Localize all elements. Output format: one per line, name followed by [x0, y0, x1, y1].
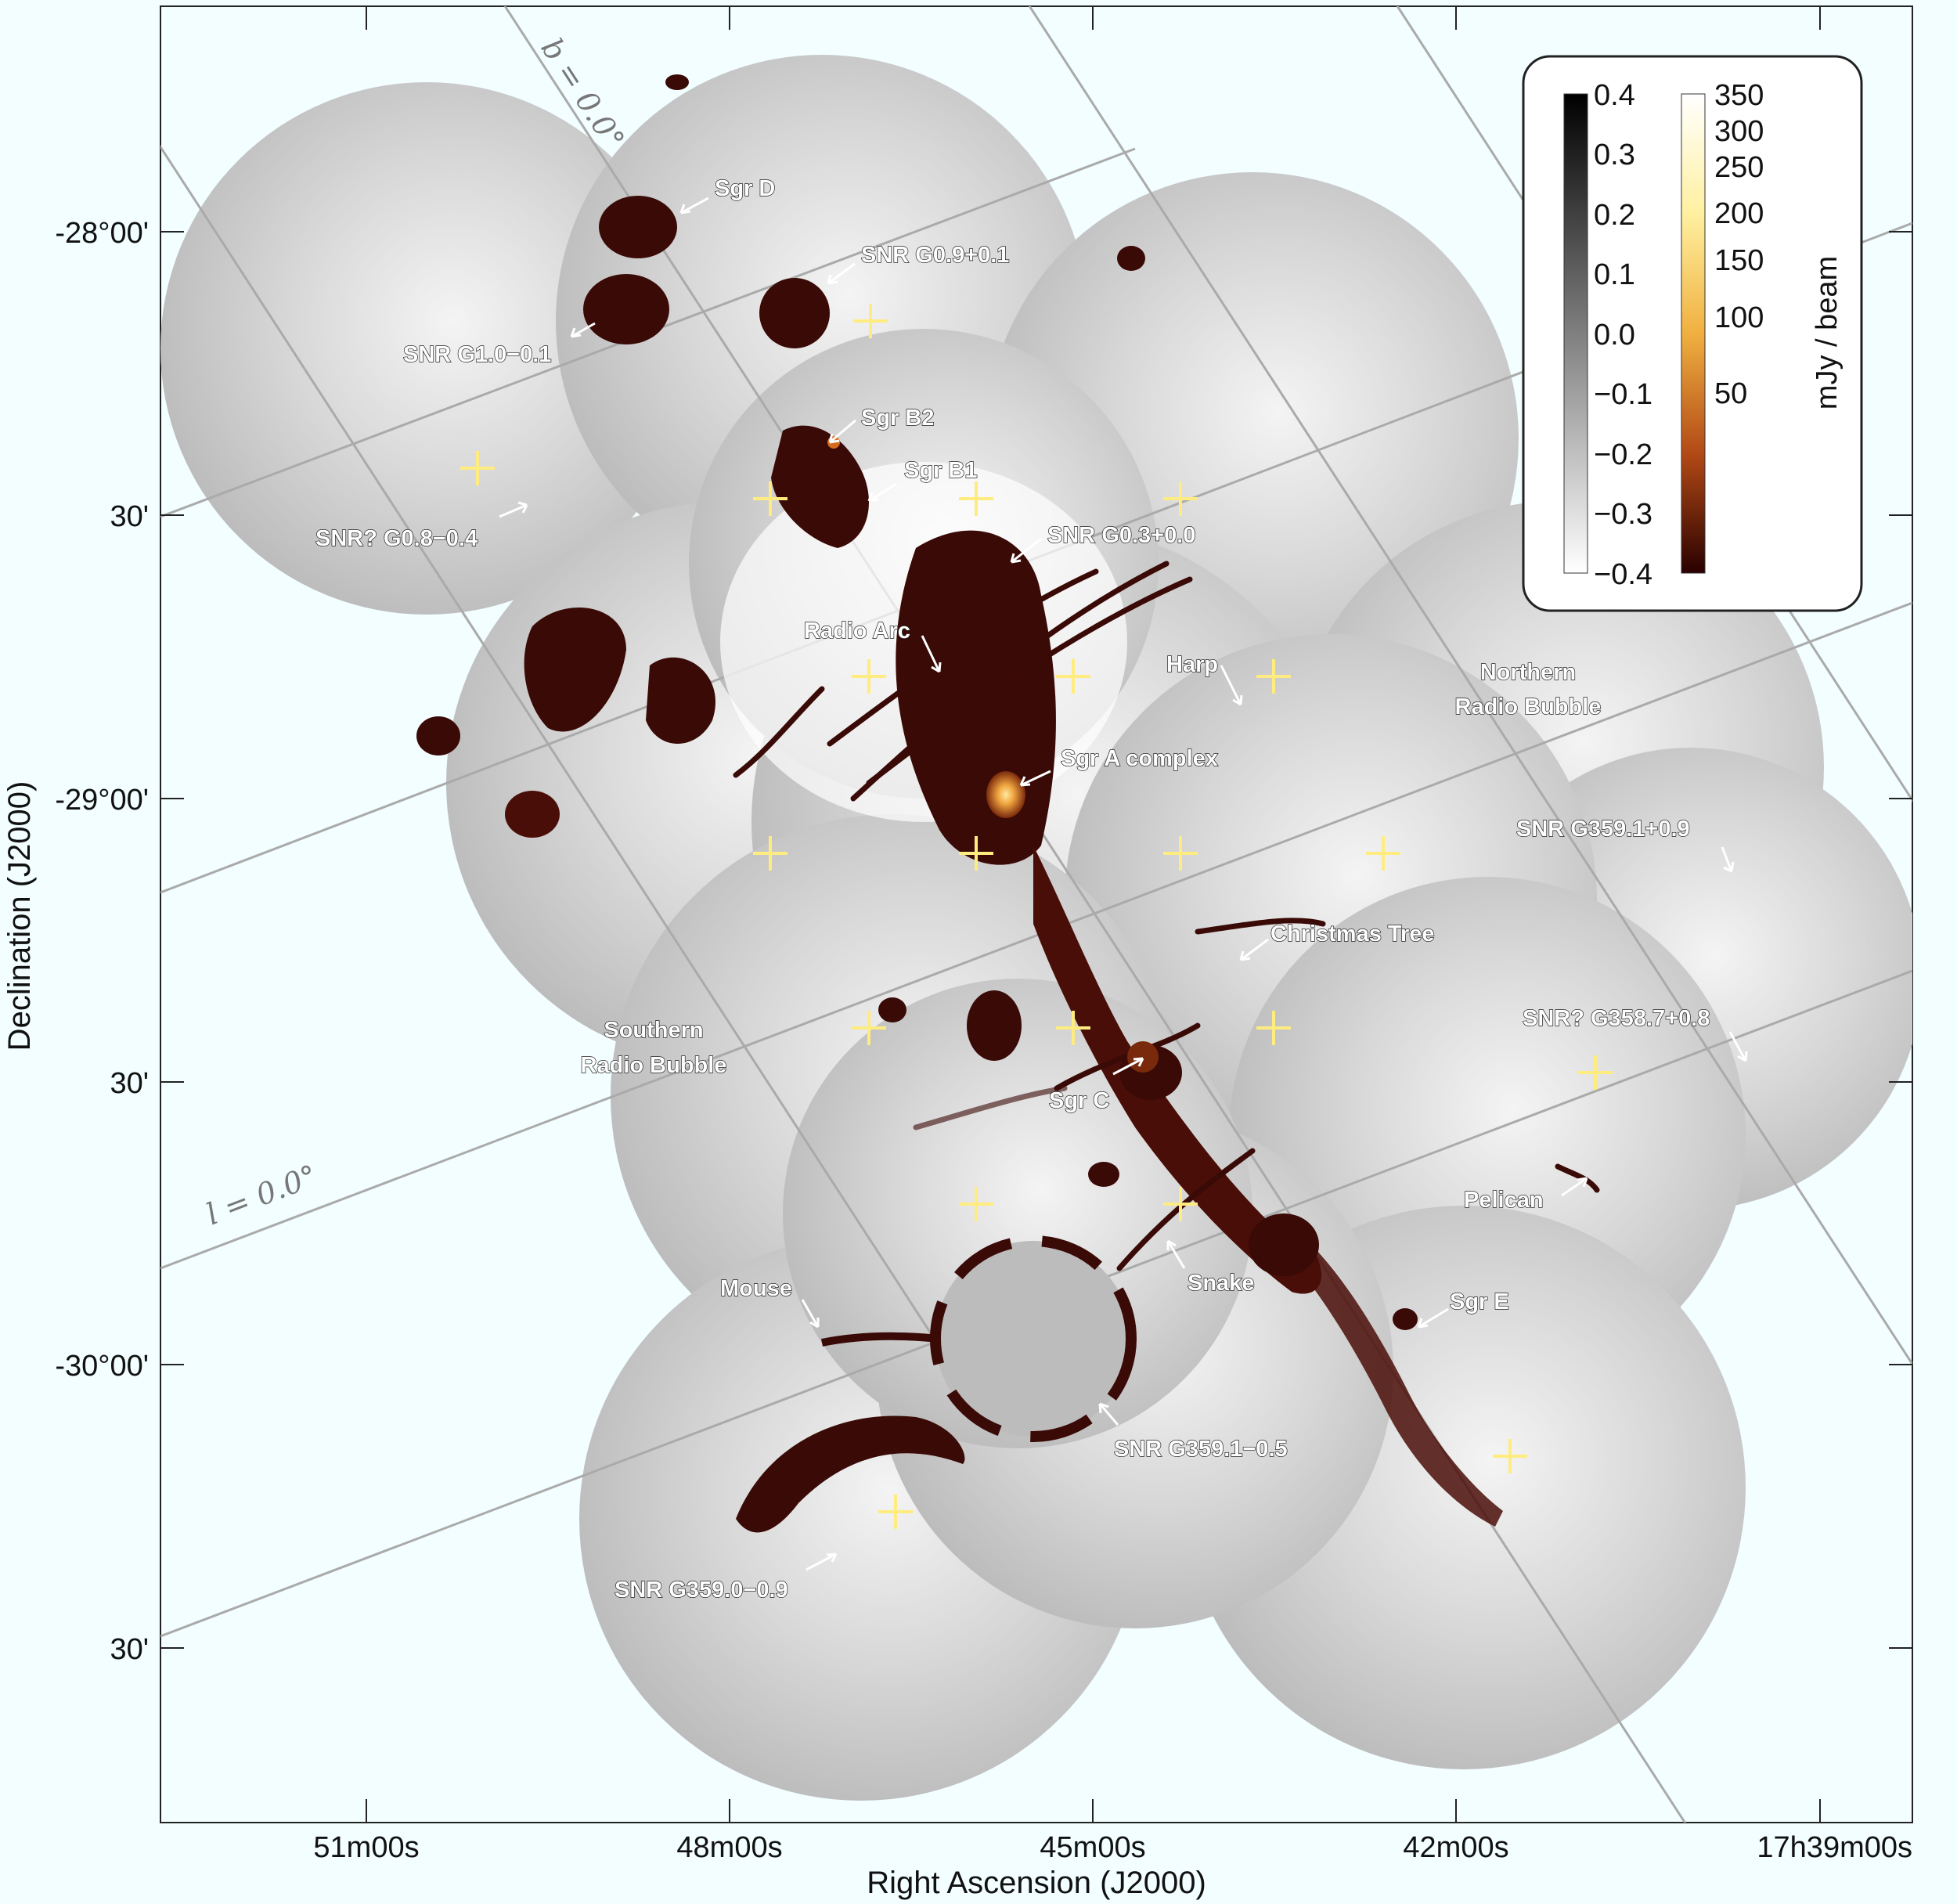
- marker: [1578, 1055, 1613, 1090]
- marker: [959, 1187, 993, 1221]
- label-snr-g359-1p: SNR G359.1+0.9: [1516, 817, 1690, 842]
- label-sgr-e: Sgr E: [1450, 1289, 1509, 1314]
- marker: [753, 836, 787, 871]
- annotation-labels: Sgr D SNR G0.9+0.1 SNR G1.0−0.1 Sgr B2 S…: [315, 175, 1710, 1603]
- marker: [959, 481, 993, 516]
- y-tick-label: -29°00': [55, 784, 149, 817]
- color-label: 50: [1714, 377, 1747, 410]
- marker: [1056, 1011, 1090, 1045]
- marker: [1163, 1187, 1198, 1221]
- y-tick-label: 30': [110, 500, 149, 533]
- gray-label: −0.1: [1594, 378, 1652, 411]
- colorbar-legend: 0.4 0.3 0.2 0.1 0.0 −0.1 −0.2 −0.3 −0.4 …: [1522, 55, 1863, 612]
- y-axis-title: Declination (J2000): [2, 781, 37, 1051]
- label-northern-1: Northern: [1480, 660, 1576, 685]
- label-snr-g0-8: SNR? G0.8−0.4: [315, 526, 478, 551]
- color-colorbar: [1681, 93, 1706, 574]
- pointing-markers: [460, 304, 1613, 1529]
- label-snake: Snake: [1188, 1271, 1254, 1296]
- label-southern-1: Southern: [604, 1018, 703, 1043]
- colorbar-unit: mJy / beam: [1811, 256, 1843, 409]
- label-snr-g358-7: SNR? G358.7+0.8: [1523, 1006, 1710, 1031]
- label-northern-2: Radio Bubble: [1455, 694, 1602, 719]
- marker: [1366, 836, 1400, 871]
- color-scale-labels: 350 300 250 200 150 100 50: [1714, 79, 1764, 410]
- gray-label: 0.3: [1594, 139, 1635, 171]
- label-sgr-b1: Sgr B1: [904, 458, 977, 483]
- marker: [853, 304, 888, 338]
- y-tick-label: 30': [110, 1633, 149, 1666]
- y-tick-label: 30': [110, 1067, 149, 1100]
- emission-features: [416, 74, 1600, 1533]
- label-snr-g1-0: SNR G1.0−0.1: [403, 342, 551, 367]
- x-axis-title: Right Ascension (J2000): [867, 1866, 1206, 1900]
- label-snr-g359-0: SNR G359.0−0.9: [614, 1578, 788, 1603]
- label-christmas-tree: Christmas Tree: [1270, 921, 1435, 947]
- axis-ticks: [160, 6, 1912, 1823]
- gray-label: −0.4: [1594, 558, 1652, 591]
- gray-label: 0.4: [1594, 79, 1635, 112]
- x-tick-label: 48m00s: [676, 1831, 782, 1864]
- gray-label: −0.3: [1594, 498, 1652, 531]
- marker: [852, 659, 886, 694]
- label-sgr-c: Sgr C: [1049, 1088, 1109, 1113]
- label-sgr-a: Sgr A complex: [1061, 746, 1218, 771]
- gray-label: −0.2: [1594, 438, 1652, 471]
- x-tick-label: 42m00s: [1403, 1831, 1508, 1864]
- x-tick-labels: 51m00s 48m00s 45m00s 42m00s 17h39m00s: [313, 1831, 1912, 1864]
- gray-label: 0.0: [1594, 319, 1635, 352]
- color-label: 300: [1714, 115, 1764, 148]
- marker: [1163, 836, 1198, 871]
- y-tick-labels: -28°00' 30' -29°00' 30' -30°00' 30': [55, 217, 149, 1666]
- label-radio-arc: Radio Arc: [804, 618, 910, 644]
- label-mouse: Mouse: [720, 1276, 792, 1301]
- label-snr-g0-3: SNR G0.3+0.0: [1047, 523, 1195, 548]
- marker: [460, 451, 495, 485]
- marker: [852, 1011, 886, 1045]
- color-label: 250: [1714, 151, 1764, 184]
- color-label: 200: [1714, 197, 1764, 230]
- annotation-arrows: [499, 197, 1748, 1571]
- gray-scale-labels: 0.4 0.3 0.2 0.1 0.0 −0.1 −0.2 −0.3 −0.4: [1594, 79, 1652, 591]
- gray-colorbar: [1563, 93, 1588, 574]
- y-tick-label: -28°00': [55, 217, 149, 250]
- marker: [1493, 1439, 1527, 1473]
- color-label: 150: [1714, 244, 1764, 277]
- label-snr-g359-1m: SNR G359.1−0.5: [1114, 1437, 1288, 1462]
- marker: [1256, 659, 1291, 694]
- y-tick-label: -30°00': [55, 1350, 149, 1383]
- color-label: 350: [1714, 79, 1764, 112]
- label-sgr-b2: Sgr B2: [861, 406, 934, 431]
- marker: [753, 481, 787, 516]
- x-tick-label: 51m00s: [313, 1831, 419, 1864]
- gray-label: 0.1: [1594, 258, 1635, 291]
- marker: [959, 836, 993, 871]
- marker: [1056, 659, 1090, 694]
- label-harp: Harp: [1166, 652, 1218, 677]
- label-pelican: Pelican: [1464, 1188, 1544, 1213]
- x-tick-label: 45m00s: [1040, 1831, 1145, 1864]
- label-sgr-d: Sgr D: [715, 176, 775, 201]
- marker: [878, 1495, 913, 1529]
- color-label: 100: [1714, 301, 1764, 334]
- label-southern-2: Radio Bubble: [581, 1053, 727, 1078]
- marker: [1256, 1011, 1291, 1045]
- x-tick-label: 17h39m00s: [1757, 1831, 1912, 1864]
- label-snr-g0-9: SNR G0.9+0.1: [861, 243, 1009, 268]
- marker: [1163, 481, 1198, 516]
- gray-label: 0.2: [1594, 199, 1635, 232]
